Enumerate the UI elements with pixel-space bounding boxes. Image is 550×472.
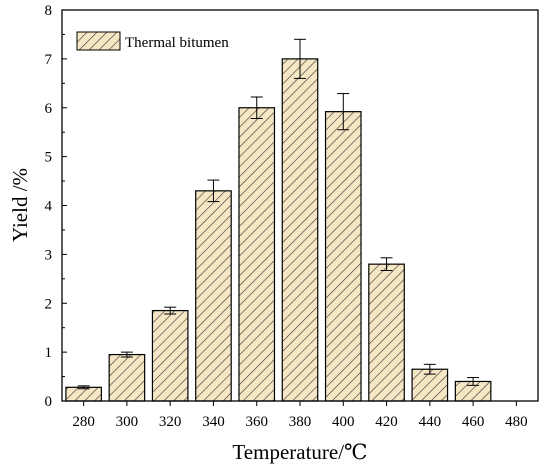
legend-swatch — [76, 31, 121, 51]
bar-280 — [65, 386, 102, 402]
y-tick-label-3: 3 — [45, 247, 53, 263]
y-tick-label-7: 7 — [45, 52, 53, 68]
x-tick-label-480: 480 — [505, 414, 528, 430]
x-tick-label-380: 380 — [289, 414, 312, 430]
x-axis-title: Temperature/℃ — [232, 440, 367, 464]
y-tick-label-2: 2 — [45, 296, 53, 312]
bar-300 — [108, 353, 146, 402]
y-tick-label-4: 4 — [45, 199, 53, 215]
legend: Thermal bitumen — [76, 31, 229, 51]
bar-340 — [195, 190, 232, 402]
x-tick-label-300: 300 — [116, 414, 139, 430]
y-tick-label-1: 1 — [45, 345, 53, 361]
x-tick-label-320: 320 — [159, 414, 182, 430]
x-tick-label-280: 280 — [72, 414, 95, 430]
y-tick-label-0: 0 — [45, 394, 53, 410]
bar-360 — [238, 107, 276, 402]
y-tick-label-8: 8 — [45, 3, 53, 19]
x-tick-label-340: 340 — [202, 414, 225, 430]
y-tick-label-6: 6 — [45, 101, 53, 117]
bar-320 — [151, 309, 189, 402]
x-tick-label-400: 400 — [332, 414, 355, 430]
y-tick-label-5: 5 — [45, 150, 53, 166]
x-tick-label-440: 440 — [419, 414, 442, 430]
bar-380 — [281, 58, 319, 402]
x-tick-label-360: 360 — [245, 414, 268, 430]
bar-400 — [324, 111, 362, 402]
legend-label: Thermal bitumen — [125, 35, 229, 51]
bar-420 — [368, 263, 405, 402]
x-tick-label-460: 460 — [462, 414, 485, 430]
x-tick-label-420: 420 — [375, 414, 398, 430]
y-axis-title: Yield /% — [8, 168, 32, 242]
